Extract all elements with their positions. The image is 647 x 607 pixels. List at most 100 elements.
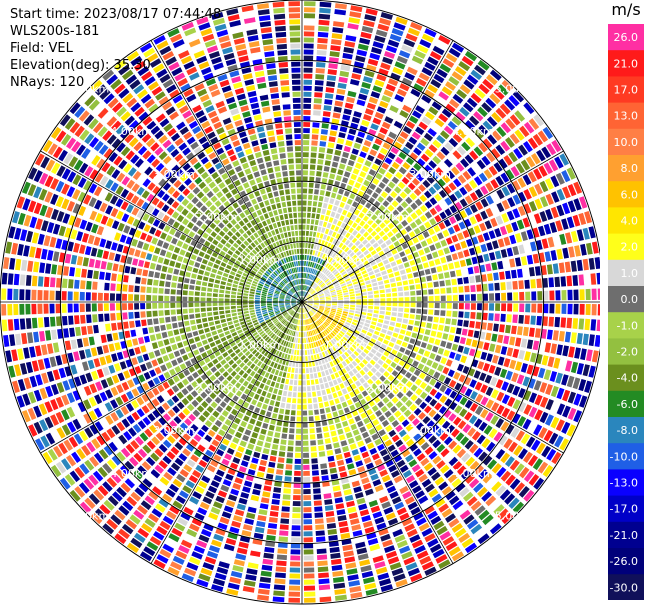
velocity-gate [318,25,329,32]
velocity-gate [416,453,426,462]
velocity-gate [296,319,299,325]
velocity-gate [410,302,416,308]
velocity-gate [205,266,212,272]
velocity-gate [329,546,340,553]
velocity-gate [385,512,396,521]
velocity-gate [384,51,396,59]
velocity-gate [594,335,600,347]
velocity-gate [323,337,328,343]
velocity-gate [52,369,61,381]
velocity-gate [399,83,410,92]
velocity-gate [278,536,288,542]
velocity-gate [561,374,569,386]
velocity-gate [76,448,86,460]
velocity-gate [307,261,311,267]
velocity-gate [371,46,382,55]
velocity-gate [401,146,411,155]
velocity-gate [303,313,305,319]
velocity-gate [424,268,431,275]
velocity-gate [88,336,95,346]
velocity-gate [372,242,379,249]
velocity-gate [314,314,319,319]
velocity-gate [316,536,326,542]
velocity-gate [149,226,157,235]
velocity-gate [556,188,566,201]
velocity-gate [282,311,287,315]
velocity-gate [356,49,368,57]
velocity-gate [331,293,337,296]
velocity-gate [359,332,366,338]
velocity-gate [331,346,337,352]
velocity-gate [438,324,444,331]
velocity-gate [363,114,372,122]
velocity-gate [394,271,400,277]
velocity-gate [303,458,310,464]
velocity-gate [129,514,141,525]
velocity-gate [413,162,422,171]
velocity-gate [331,295,337,298]
velocity-gate [166,323,172,330]
velocity-gate [447,369,455,378]
velocity-gate [359,266,366,272]
velocity-gate [254,445,262,453]
velocity-gate [360,565,372,573]
velocity-gate [226,317,232,322]
velocity-gate [349,272,355,277]
velocity-gate [447,226,455,235]
velocity-gate [437,232,444,240]
velocity-gate [319,365,324,371]
velocity-gate [547,356,555,368]
velocity-gate [305,319,307,325]
velocity-gate [388,273,394,278]
velocity-gate [452,133,463,143]
velocity-gate [234,431,243,439]
velocity-gate [445,237,453,245]
velocity-gate [304,285,307,291]
velocity-gate [319,352,323,359]
velocity-gate [308,318,312,324]
velocity-gate [198,534,210,543]
velocity-gate [433,316,439,323]
velocity-gate [114,342,121,351]
velocity-gate [407,567,420,577]
velocity-gate [339,126,348,133]
velocity-gate [309,367,313,373]
velocity-gate [263,552,274,559]
velocity-gate [284,353,288,360]
velocity-gate [160,428,169,437]
velocity-gate [483,303,488,311]
velocity-gate [243,290,249,294]
velocity-gate [184,418,192,426]
velocity-gate [416,44,429,54]
velocity-gate [207,429,216,438]
velocity-gate [316,427,322,433]
velocity-gate [244,429,252,436]
velocity-gate [441,86,453,96]
velocity-gate [321,285,327,289]
velocity-gate [523,102,535,115]
velocity-gate [234,323,240,328]
velocity-gate [183,314,189,320]
velocity-gate [400,201,409,209]
velocity-gate [33,261,40,273]
velocity-gate [287,367,292,373]
velocity-gate [170,296,176,302]
velocity-gate [422,309,428,315]
velocity-gate [162,402,170,411]
velocity-gate [545,178,554,190]
velocity-gate [73,376,82,387]
velocity-gate [17,379,26,392]
velocity-gate [262,377,268,384]
velocity-gate [375,566,388,575]
velocity-gate [341,315,347,319]
velocity-gate [15,333,22,346]
velocity-gate [152,486,163,496]
velocity-gate [491,130,502,141]
velocity-gate [88,396,97,407]
velocity-gate [418,412,426,420]
velocity-gate [309,170,315,176]
velocity-gate [440,303,446,309]
velocity-gate [241,530,252,537]
velocity-gate [536,316,542,326]
velocity-gate [240,321,246,325]
